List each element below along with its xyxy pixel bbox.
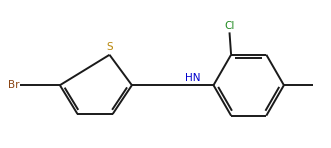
Text: Br: Br [8, 80, 20, 90]
Text: HN: HN [185, 73, 201, 83]
Text: S: S [106, 42, 113, 52]
Text: Cl: Cl [224, 21, 235, 31]
